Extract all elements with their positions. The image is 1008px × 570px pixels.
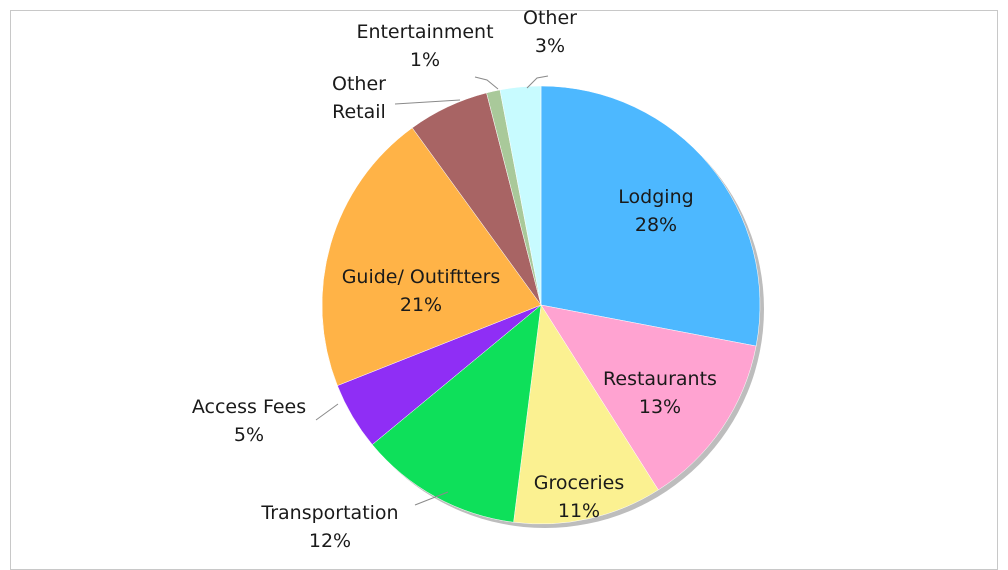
leader-line-access-fees bbox=[315, 403, 339, 421]
slice-restaurants bbox=[540, 304, 757, 491]
label-access-fees: Access Fees 5% bbox=[192, 396, 306, 446]
leader-line-other-retail bbox=[394, 99, 461, 105]
slice-other bbox=[499, 85, 542, 306]
leader-line-other bbox=[526, 75, 549, 89]
pie-chart: Lodging 28% Restaurants 13% Groceries 11% Tran… bbox=[192, 7, 764, 552]
slice-lodging bbox=[540, 85, 761, 347]
label-guide-outiftters: Guide/ Outiftters 21% bbox=[342, 266, 501, 316]
label-transportation: Transportation 12% bbox=[260, 502, 398, 552]
label-other-retail: Other Retail bbox=[332, 73, 386, 123]
label-lodging: Lodging 28% bbox=[618, 186, 693, 236]
label-other: Other 3% bbox=[523, 7, 577, 57]
slice-groceries bbox=[513, 304, 659, 525]
leader-line-entertainment bbox=[474, 76, 499, 90]
label-restaurants: Restaurants 13% bbox=[603, 368, 717, 418]
slice-guide-outiftters bbox=[321, 127, 542, 386]
leader-line-transportation bbox=[414, 491, 449, 506]
label-entertainment: Entertainment 1% bbox=[356, 21, 493, 71]
label-groceries: Groceries 11% bbox=[534, 472, 625, 522]
